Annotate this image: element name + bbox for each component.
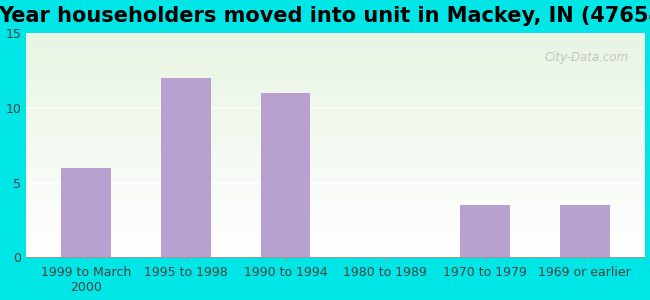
Bar — [261, 93, 311, 257]
Text: City-Data.com: City-Data.com — [545, 51, 629, 64]
Bar — [161, 78, 211, 257]
Bar — [460, 205, 510, 257]
Bar — [560, 205, 610, 257]
Bar — [61, 167, 111, 257]
Title: Year householders moved into unit in Mackey, IN (47654): Year householders moved into unit in Mac… — [0, 6, 650, 26]
